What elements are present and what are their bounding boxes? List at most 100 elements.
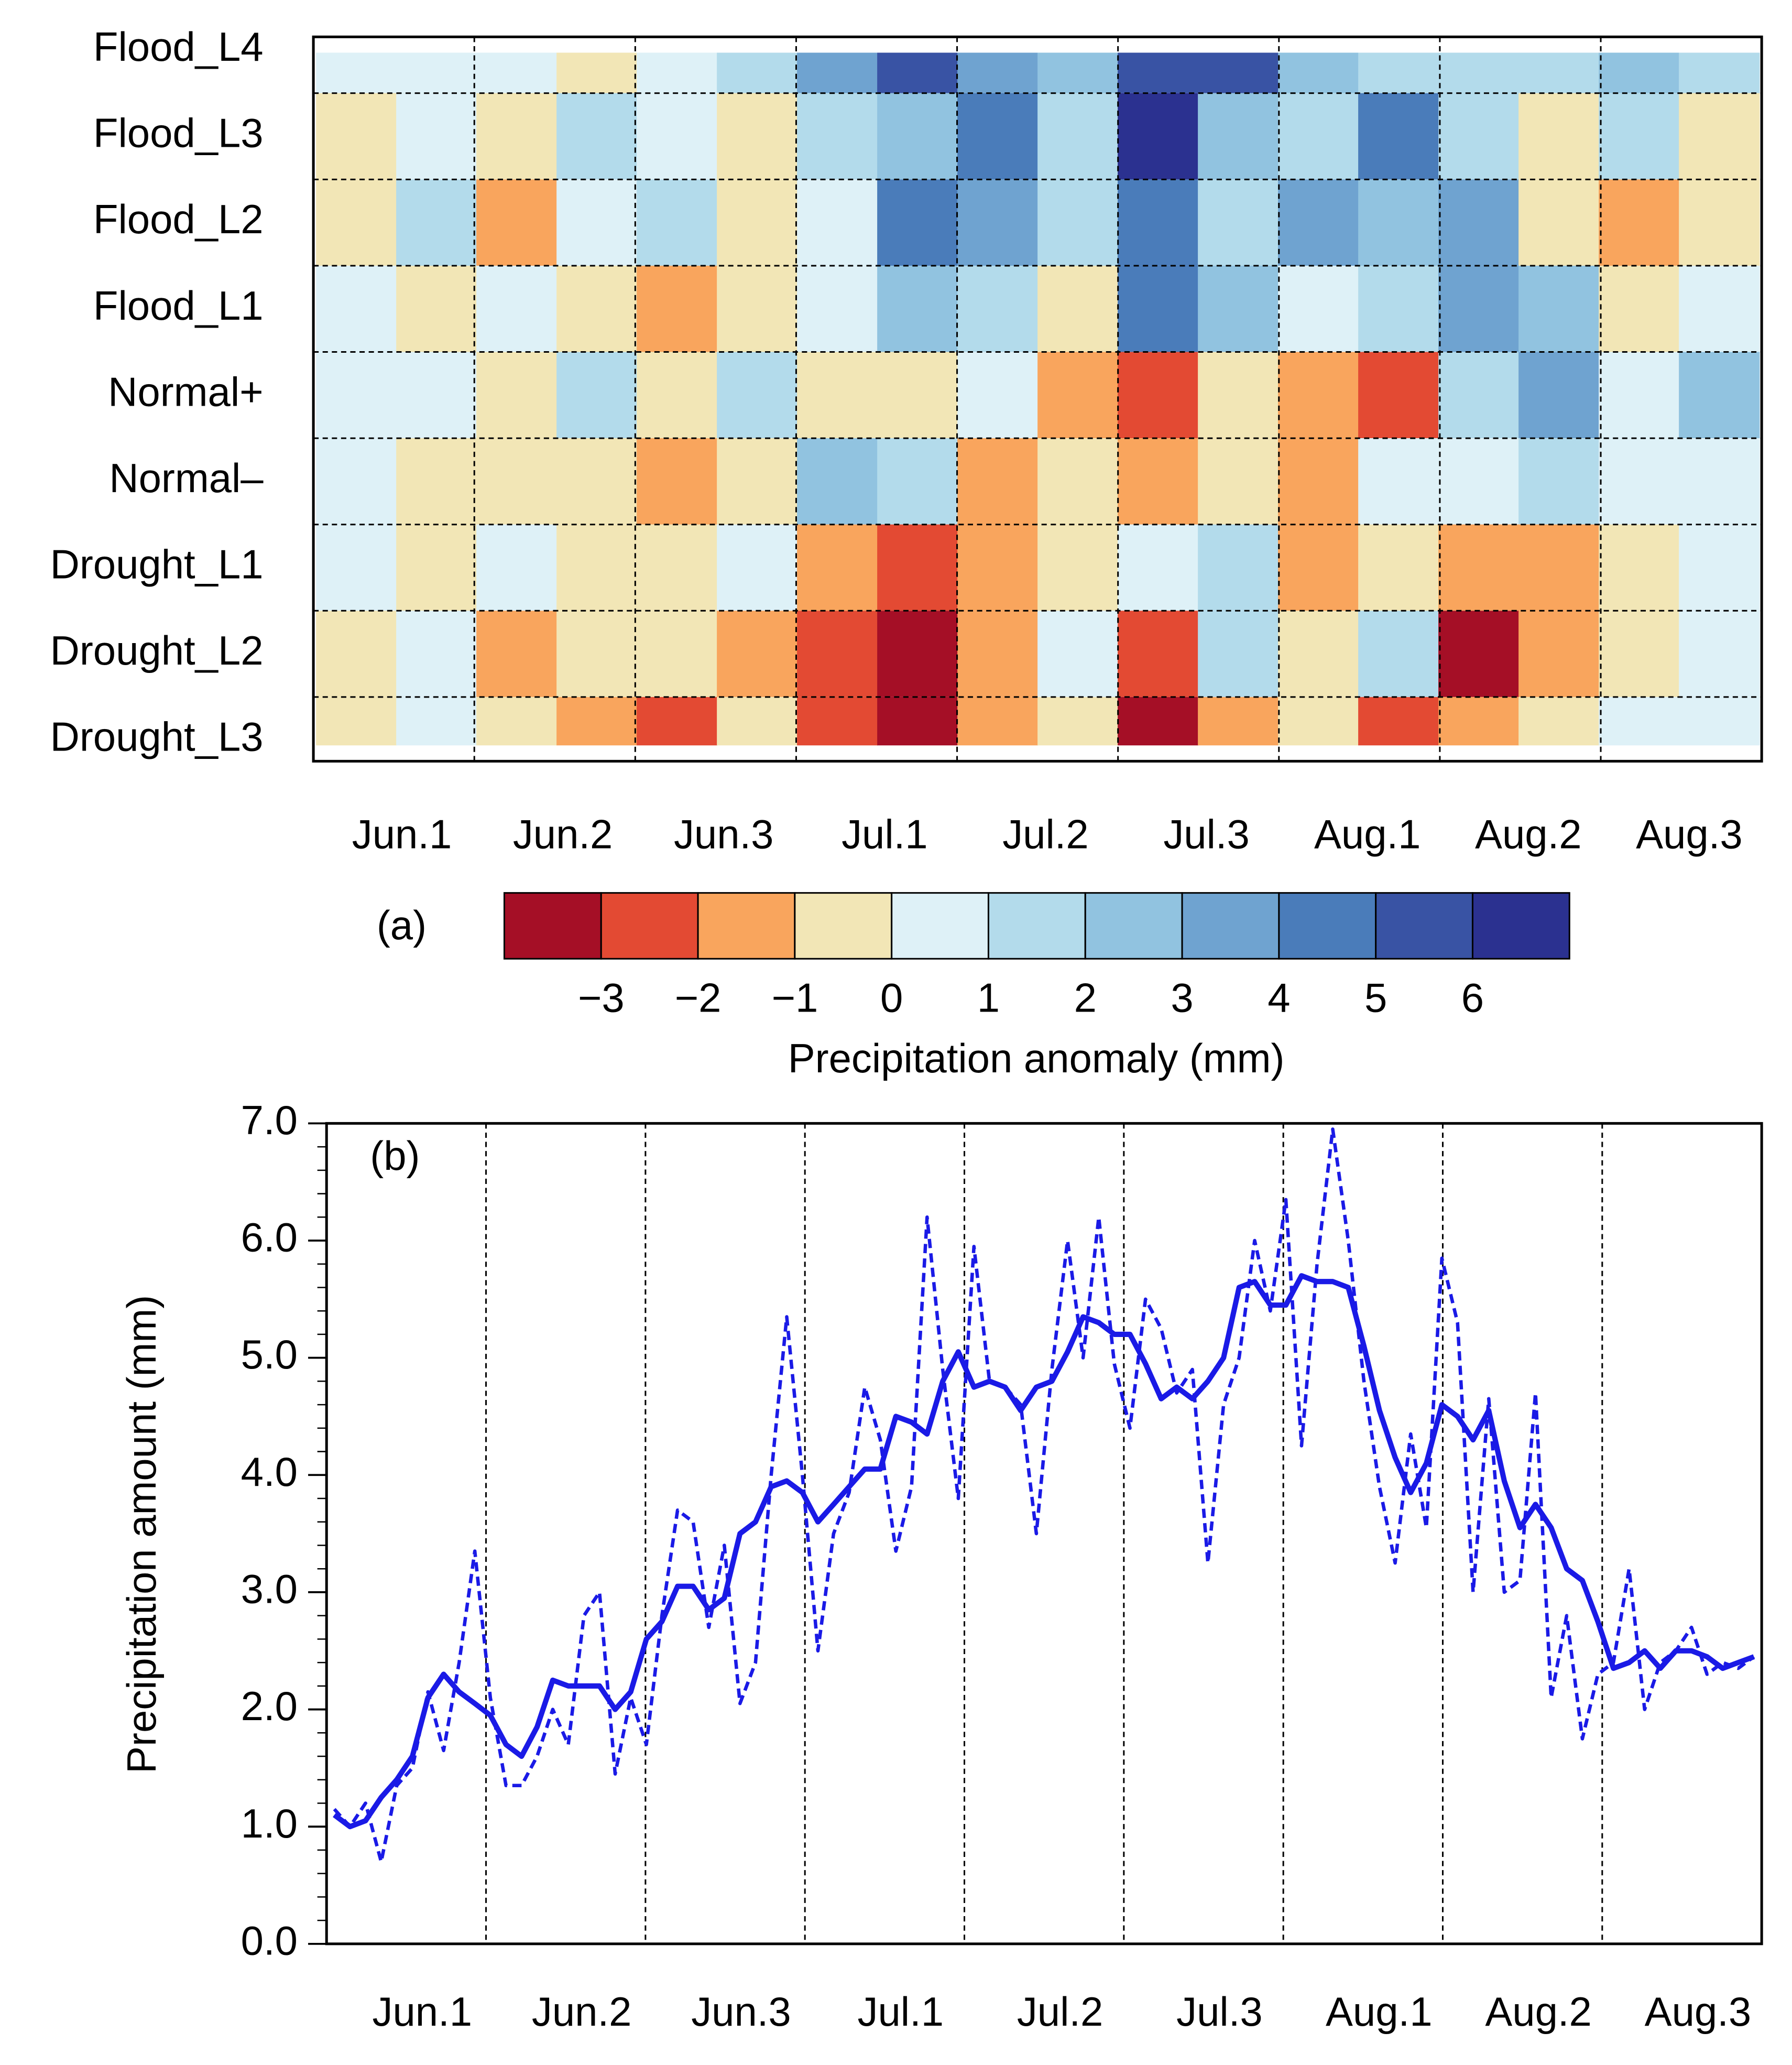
contour-cell [1438, 611, 1520, 697]
contour-cell [1679, 697, 1760, 746]
contour-cell [316, 611, 397, 697]
colorbar-box [794, 892, 893, 960]
contour-cell [1358, 265, 1439, 352]
x-tick-label: Aug.1 [1326, 1988, 1433, 2035]
contour-cell [1278, 611, 1359, 697]
contour-cell [396, 93, 477, 180]
contour-cell [1518, 438, 1600, 525]
contour-cell [1118, 697, 1199, 746]
contour-cell [797, 93, 878, 180]
contour-cell [1118, 93, 1199, 180]
contour-cell [717, 93, 798, 180]
y-tick-label: Normal+ [108, 368, 263, 415]
colorbar-box [1084, 892, 1183, 960]
contour-cell [396, 697, 477, 746]
contour-cell [1438, 438, 1520, 525]
contour-cell [1278, 697, 1359, 746]
contour-cell [556, 352, 638, 439]
contour-cell [1358, 93, 1439, 180]
contour-cell [316, 697, 397, 746]
contour-cell [1679, 265, 1760, 352]
x-tick-label: Aug.2 [1485, 1988, 1592, 2035]
contour-cell [1118, 52, 1199, 93]
contour-cell [1118, 438, 1199, 525]
contour-cell [637, 93, 718, 180]
contour-cell [1679, 179, 1760, 266]
contour-cell [1037, 93, 1119, 180]
contour-cell [637, 265, 718, 352]
contour-cell [1278, 265, 1359, 352]
contour-cell [1518, 265, 1600, 352]
contour-cell [476, 93, 558, 180]
colorbar-tick-label: 5 [1364, 974, 1387, 1020]
contour-cell [1358, 524, 1439, 611]
contour-cell [1679, 352, 1760, 439]
contour-cell [396, 265, 477, 352]
contour-cell [797, 179, 878, 266]
contour-cell [316, 352, 397, 439]
contour-cell [556, 697, 638, 746]
colorbar-box [891, 892, 989, 960]
contour-cell [717, 52, 798, 93]
y-tick-label: Flood_L1 [93, 282, 264, 329]
contour-cell [1198, 524, 1279, 611]
contour-cell [476, 265, 558, 352]
contour-cell [1518, 93, 1600, 180]
contour-cell [1358, 352, 1439, 439]
contour-cell [1198, 697, 1279, 746]
colorbar-tick-label: −1 [771, 974, 818, 1020]
contour-cell [957, 52, 1039, 93]
colorbar-box [600, 892, 699, 960]
contour-cell [1278, 93, 1359, 180]
contour-cell [957, 179, 1039, 266]
contour-cell [1599, 352, 1680, 439]
contour-cell [637, 697, 718, 746]
contour-cell [717, 179, 798, 266]
contour-cell [1518, 611, 1600, 697]
y-axis-title: Precipitation amount (mm) [118, 1295, 165, 1774]
contour-cell [957, 93, 1039, 180]
contour-cell [637, 611, 718, 697]
panel-label: (a) [377, 902, 427, 948]
contour-cell [1679, 611, 1760, 697]
contour-cell [1118, 524, 1199, 611]
y-tick-label: 2.0 [241, 1683, 298, 1729]
contour-cell [1679, 93, 1760, 180]
contour-cell [1438, 352, 1520, 439]
contour-cell [316, 52, 397, 93]
contour-cell [1438, 52, 1520, 93]
contour-cell [1358, 52, 1439, 93]
contour-cell [556, 265, 638, 352]
contour-cell [1438, 265, 1520, 352]
colorbar-tick-label: 2 [1074, 974, 1097, 1020]
contour-cell [316, 524, 397, 611]
contour-cell [1037, 697, 1119, 746]
contour-cell [316, 179, 397, 266]
contour-cell [717, 524, 798, 611]
colorbar-box [1471, 892, 1570, 960]
contour-cell [637, 179, 718, 266]
contour-cell [1358, 179, 1439, 266]
contour-cell [1599, 438, 1680, 525]
y-tick-label: Drought_L2 [50, 627, 264, 673]
colorbar-tick-label: 4 [1267, 974, 1290, 1020]
contour-cell [637, 352, 718, 439]
contour-cell [476, 438, 558, 525]
contour-cell [396, 524, 477, 611]
contour-cell [396, 611, 477, 697]
x-tick-label: Jun.3 [691, 1988, 791, 2035]
x-tick-label: Jun.1 [373, 1988, 473, 2035]
contour-cell [1599, 697, 1680, 746]
contour-cell [957, 438, 1039, 525]
y-tick-label: Flood_L4 [93, 24, 264, 70]
contour-cell [316, 93, 397, 180]
contour-cell [1037, 438, 1119, 525]
contour-cell [717, 438, 798, 525]
contour-cell [1198, 611, 1279, 697]
x-tick-label: Jun.3 [674, 811, 774, 857]
x-tick-label: Aug.3 [1645, 1988, 1752, 2035]
contour-cell [476, 697, 558, 746]
contour-cell [1037, 52, 1119, 93]
contour-cell [1358, 611, 1439, 697]
